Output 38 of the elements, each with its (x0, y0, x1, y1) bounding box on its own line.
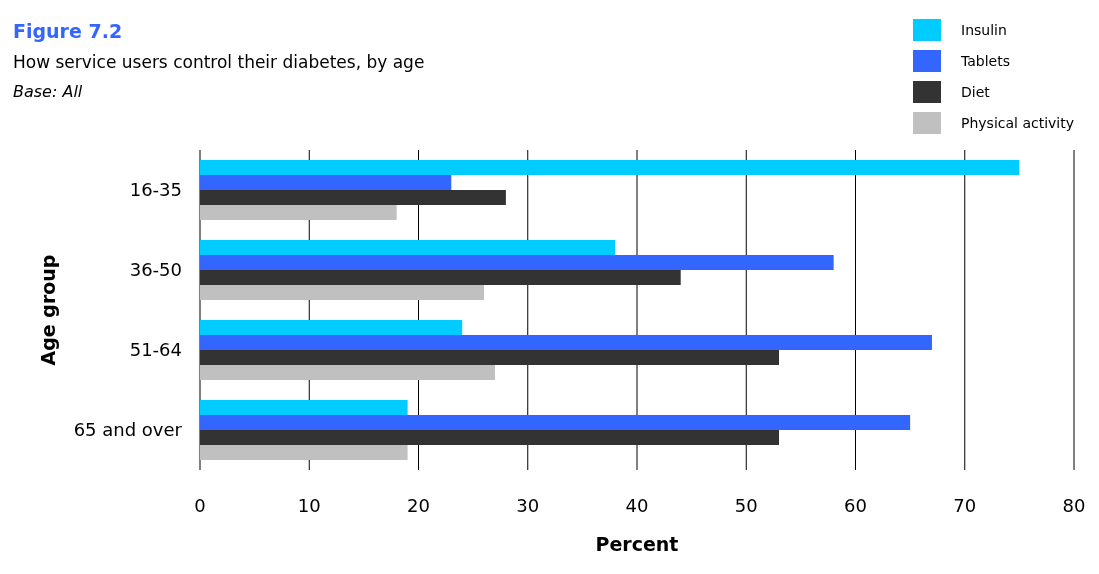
x-tick-label: 50 (734, 495, 758, 516)
x-axis-title: Percent (595, 533, 679, 555)
x-tick-label: 80 (1062, 495, 1086, 516)
legend-label: Insulin (961, 22, 1007, 38)
bar (200, 255, 834, 270)
y-tick-label: 65 and over (73, 419, 183, 440)
x-tick-label: 30 (516, 495, 540, 516)
x-tick-label: 70 (953, 495, 977, 516)
bar (200, 320, 463, 335)
legend-label: Physical activity (961, 115, 1075, 131)
x-tick-label: 0 (194, 495, 206, 516)
bar (200, 430, 780, 445)
bar (200, 190, 506, 205)
bar (200, 400, 408, 415)
legend-label: Tablets (960, 53, 1010, 69)
y-tick-label: 16-35 (129, 179, 182, 200)
bar (200, 205, 397, 220)
bar (200, 350, 780, 365)
x-tick-label: 40 (625, 495, 649, 516)
bar (200, 285, 485, 300)
text: Base: All (13, 82, 83, 101)
chart-title: Figure 7.2 (13, 20, 123, 42)
x-tick-label: 20 (407, 495, 430, 516)
bar (200, 335, 932, 350)
bar (200, 415, 911, 430)
bar (200, 160, 1020, 175)
bar (200, 365, 495, 380)
bar (200, 270, 681, 285)
y-tick-label: 36-50 (129, 259, 182, 280)
legend-label: Diet (961, 84, 991, 100)
x-tick-label: 10 (297, 495, 321, 516)
bar (200, 175, 452, 190)
bar (200, 445, 408, 460)
chart-subtitle: How service users control their diabetes, by age (13, 52, 425, 72)
x-tick-label: 60 (844, 495, 867, 516)
bar (200, 240, 616, 255)
y-tick-label: 51-64 (129, 339, 182, 360)
y-axis-title: Age group (37, 254, 59, 366)
